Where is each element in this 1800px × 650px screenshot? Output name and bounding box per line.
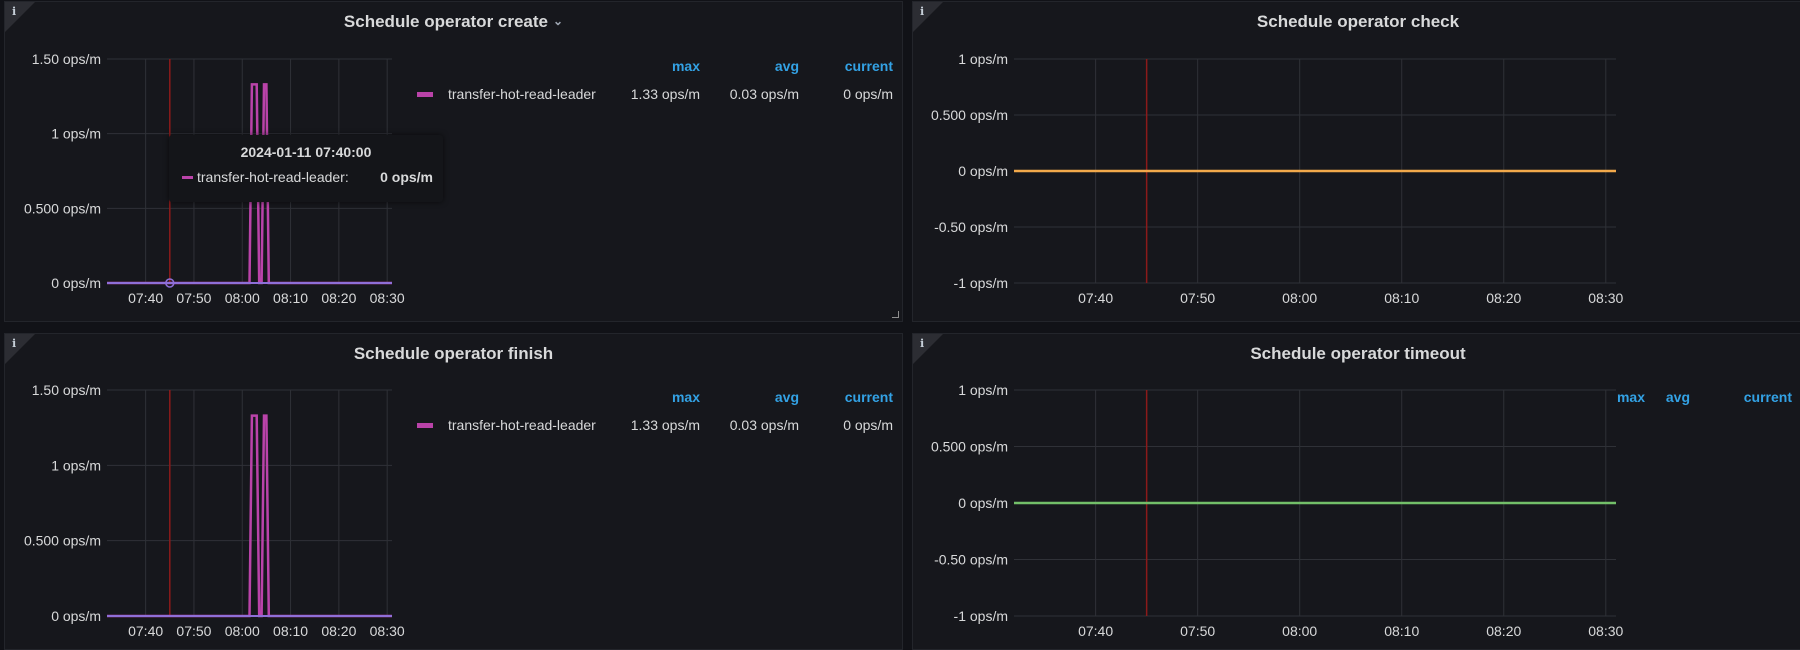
panel-info-corner[interactable] bbox=[5, 334, 35, 364]
y-tick-label: 0.500 ops/m bbox=[931, 439, 1008, 455]
panel-title-menu[interactable]: Schedule operator create ⌄ bbox=[5, 12, 902, 32]
legend-series-max: 1.33 ops/m bbox=[630, 86, 700, 102]
x-tick-label: 08:10 bbox=[1384, 623, 1419, 639]
y-tick-label: 0 ops/m bbox=[958, 495, 1008, 511]
hover-tooltip: 2024-01-11 07:40:00 transfer-hot-read-le… bbox=[169, 135, 443, 202]
legend-header-avg[interactable]: avg bbox=[774, 389, 799, 405]
x-tick-label: 08:30 bbox=[1588, 290, 1623, 306]
panel-title[interactable]: Schedule operator check bbox=[1256, 12, 1460, 31]
y-tick-label: 0 ops/m bbox=[958, 163, 1008, 179]
info-icon[interactable]: i bbox=[920, 5, 925, 18]
tooltip-series-value: 0 ops/m bbox=[380, 169, 433, 185]
y-tick-label: 1.50 ops/m bbox=[32, 51, 101, 67]
x-tick-label: 08:10 bbox=[273, 290, 308, 306]
x-tick-label: 08:30 bbox=[370, 290, 405, 306]
legend-series-avg: 0.03 ops/m bbox=[729, 86, 799, 102]
legend-series-name[interactable]: transfer-hot-read-leader bbox=[448, 417, 596, 433]
info-icon[interactable]: i bbox=[12, 5, 17, 18]
info-icon[interactable]: i bbox=[920, 337, 925, 350]
legend-header-current[interactable]: current bbox=[844, 389, 893, 405]
panel-title[interactable]: Schedule operator finish bbox=[353, 344, 554, 363]
panel-title[interactable]: Schedule operator create bbox=[343, 12, 548, 31]
legend-header-max[interactable]: max bbox=[671, 58, 700, 74]
y-tick-label: -1 ops/m bbox=[954, 608, 1008, 624]
chevron-down-icon[interactable]: ⌄ bbox=[553, 14, 564, 28]
x-tick-label: 07:40 bbox=[128, 290, 163, 306]
x-tick-label: 08:00 bbox=[1282, 623, 1317, 639]
hover-point bbox=[165, 278, 175, 288]
series-line bbox=[107, 414, 392, 618]
chart-schedule-operator-create[interactable]: 0 ops/m 0.500 ops/m 1 ops/m 1.50 ops/m 07:40… bbox=[5, 2, 903, 322]
x-tick-label: 08:10 bbox=[273, 623, 308, 639]
legend-header-max[interactable]: max bbox=[1616, 389, 1645, 405]
x-tick-label: 08:00 bbox=[225, 290, 260, 306]
x-tick-label: 07:40 bbox=[128, 623, 163, 639]
x-tick-label: 08:00 bbox=[1282, 290, 1317, 306]
x-tick-label: 07:50 bbox=[176, 290, 211, 306]
panel-schedule-operator-check: i Schedule operator check -1 ops/m -0.50 … bbox=[912, 1, 1800, 322]
x-tick-label: 08:00 bbox=[225, 623, 260, 639]
y-tick-label: 1 ops/m bbox=[958, 51, 1008, 67]
legend-header-avg[interactable]: avg bbox=[774, 58, 799, 74]
y-tick-label: 0.500 ops/m bbox=[24, 200, 101, 216]
panel-title[interactable]: Schedule operator timeout bbox=[1250, 344, 1466, 363]
x-tick-label: 08:20 bbox=[321, 623, 356, 639]
legend-series-current: 0 ops/m bbox=[843, 86, 893, 102]
x-tick-label: 07:40 bbox=[1078, 623, 1113, 639]
y-tick-label: 0.500 ops/m bbox=[931, 107, 1008, 123]
panel-schedule-operator-finish: i Schedule operator finish 0 ops/m 0.500 … bbox=[4, 333, 903, 650]
x-tick-label: 08:20 bbox=[1486, 290, 1521, 306]
x-tick-label: 08:30 bbox=[370, 623, 405, 639]
legend-series-avg: 0.03 ops/m bbox=[729, 417, 799, 433]
tooltip-time: 2024-01-11 07:40:00 bbox=[240, 144, 372, 160]
legend-header-max[interactable]: max bbox=[671, 389, 700, 405]
panel-resize-handle[interactable] bbox=[892, 311, 899, 318]
y-tick-label: 1.50 ops/m bbox=[32, 382, 101, 398]
x-tick-label: 08:20 bbox=[1486, 623, 1521, 639]
chart-schedule-operator-timeout[interactable]: -1 ops/m -0.50 ops/m 0 ops/m 0.500 ops/m 1 o… bbox=[913, 334, 1800, 650]
x-tick-label: 07:50 bbox=[1180, 623, 1215, 639]
y-tick-label: -1 ops/m bbox=[954, 275, 1008, 291]
legend-header-current[interactable]: current bbox=[1743, 389, 1792, 405]
info-icon[interactable]: i bbox=[12, 337, 17, 350]
legend-series-swatch[interactable] bbox=[417, 92, 433, 97]
legend-series-swatch[interactable] bbox=[417, 423, 433, 428]
x-tick-label: 07:50 bbox=[1180, 290, 1215, 306]
x-tick-label: 08:30 bbox=[1588, 623, 1623, 639]
legend-header-avg[interactable]: avg bbox=[1665, 389, 1690, 405]
chart-schedule-operator-check[interactable]: -1 ops/m -0.50 ops/m 0 ops/m 0.500 ops/m 1 o… bbox=[913, 2, 1800, 322]
y-tick-label: 1 ops/m bbox=[958, 382, 1008, 398]
panel-info-corner[interactable] bbox=[5, 2, 35, 32]
y-tick-label: 0 ops/m bbox=[51, 608, 101, 624]
y-tick-label: 1 ops/m bbox=[51, 126, 101, 142]
tooltip-series-swatch bbox=[182, 176, 193, 179]
panel-info-corner[interactable] bbox=[913, 2, 943, 32]
panel-info-corner[interactable] bbox=[913, 334, 943, 364]
y-tick-label: -0.50 ops/m bbox=[934, 552, 1008, 568]
y-tick-label: 0.500 ops/m bbox=[24, 533, 101, 549]
tooltip-series-name: transfer-hot-read-leader: bbox=[197, 169, 349, 185]
legend-header-current[interactable]: current bbox=[844, 58, 893, 74]
panel-schedule-operator-create: i Schedule operator create ⌄ 0 ops/m 0.500… bbox=[4, 1, 903, 322]
legend-series-current: 0 ops/m bbox=[843, 417, 893, 433]
x-tick-label: 08:10 bbox=[1384, 290, 1419, 306]
panel-schedule-operator-timeout: i Schedule operator timeout -1 ops/m -0.5… bbox=[912, 333, 1800, 650]
chart-schedule-operator-finish[interactable]: 0 ops/m 0.500 ops/m 1 ops/m 1.50 ops/m 07:40… bbox=[5, 334, 903, 650]
y-tick-label: 0 ops/m bbox=[51, 275, 101, 291]
legend-series-max: 1.33 ops/m bbox=[630, 417, 700, 433]
x-tick-label: 07:40 bbox=[1078, 290, 1113, 306]
y-tick-label: -0.50 ops/m bbox=[934, 219, 1008, 235]
y-tick-label: 1 ops/m bbox=[51, 457, 101, 473]
legend-series-name[interactable]: transfer-hot-read-leader bbox=[448, 86, 596, 102]
x-tick-label: 07:50 bbox=[176, 623, 211, 639]
x-tick-label: 08:20 bbox=[321, 290, 356, 306]
